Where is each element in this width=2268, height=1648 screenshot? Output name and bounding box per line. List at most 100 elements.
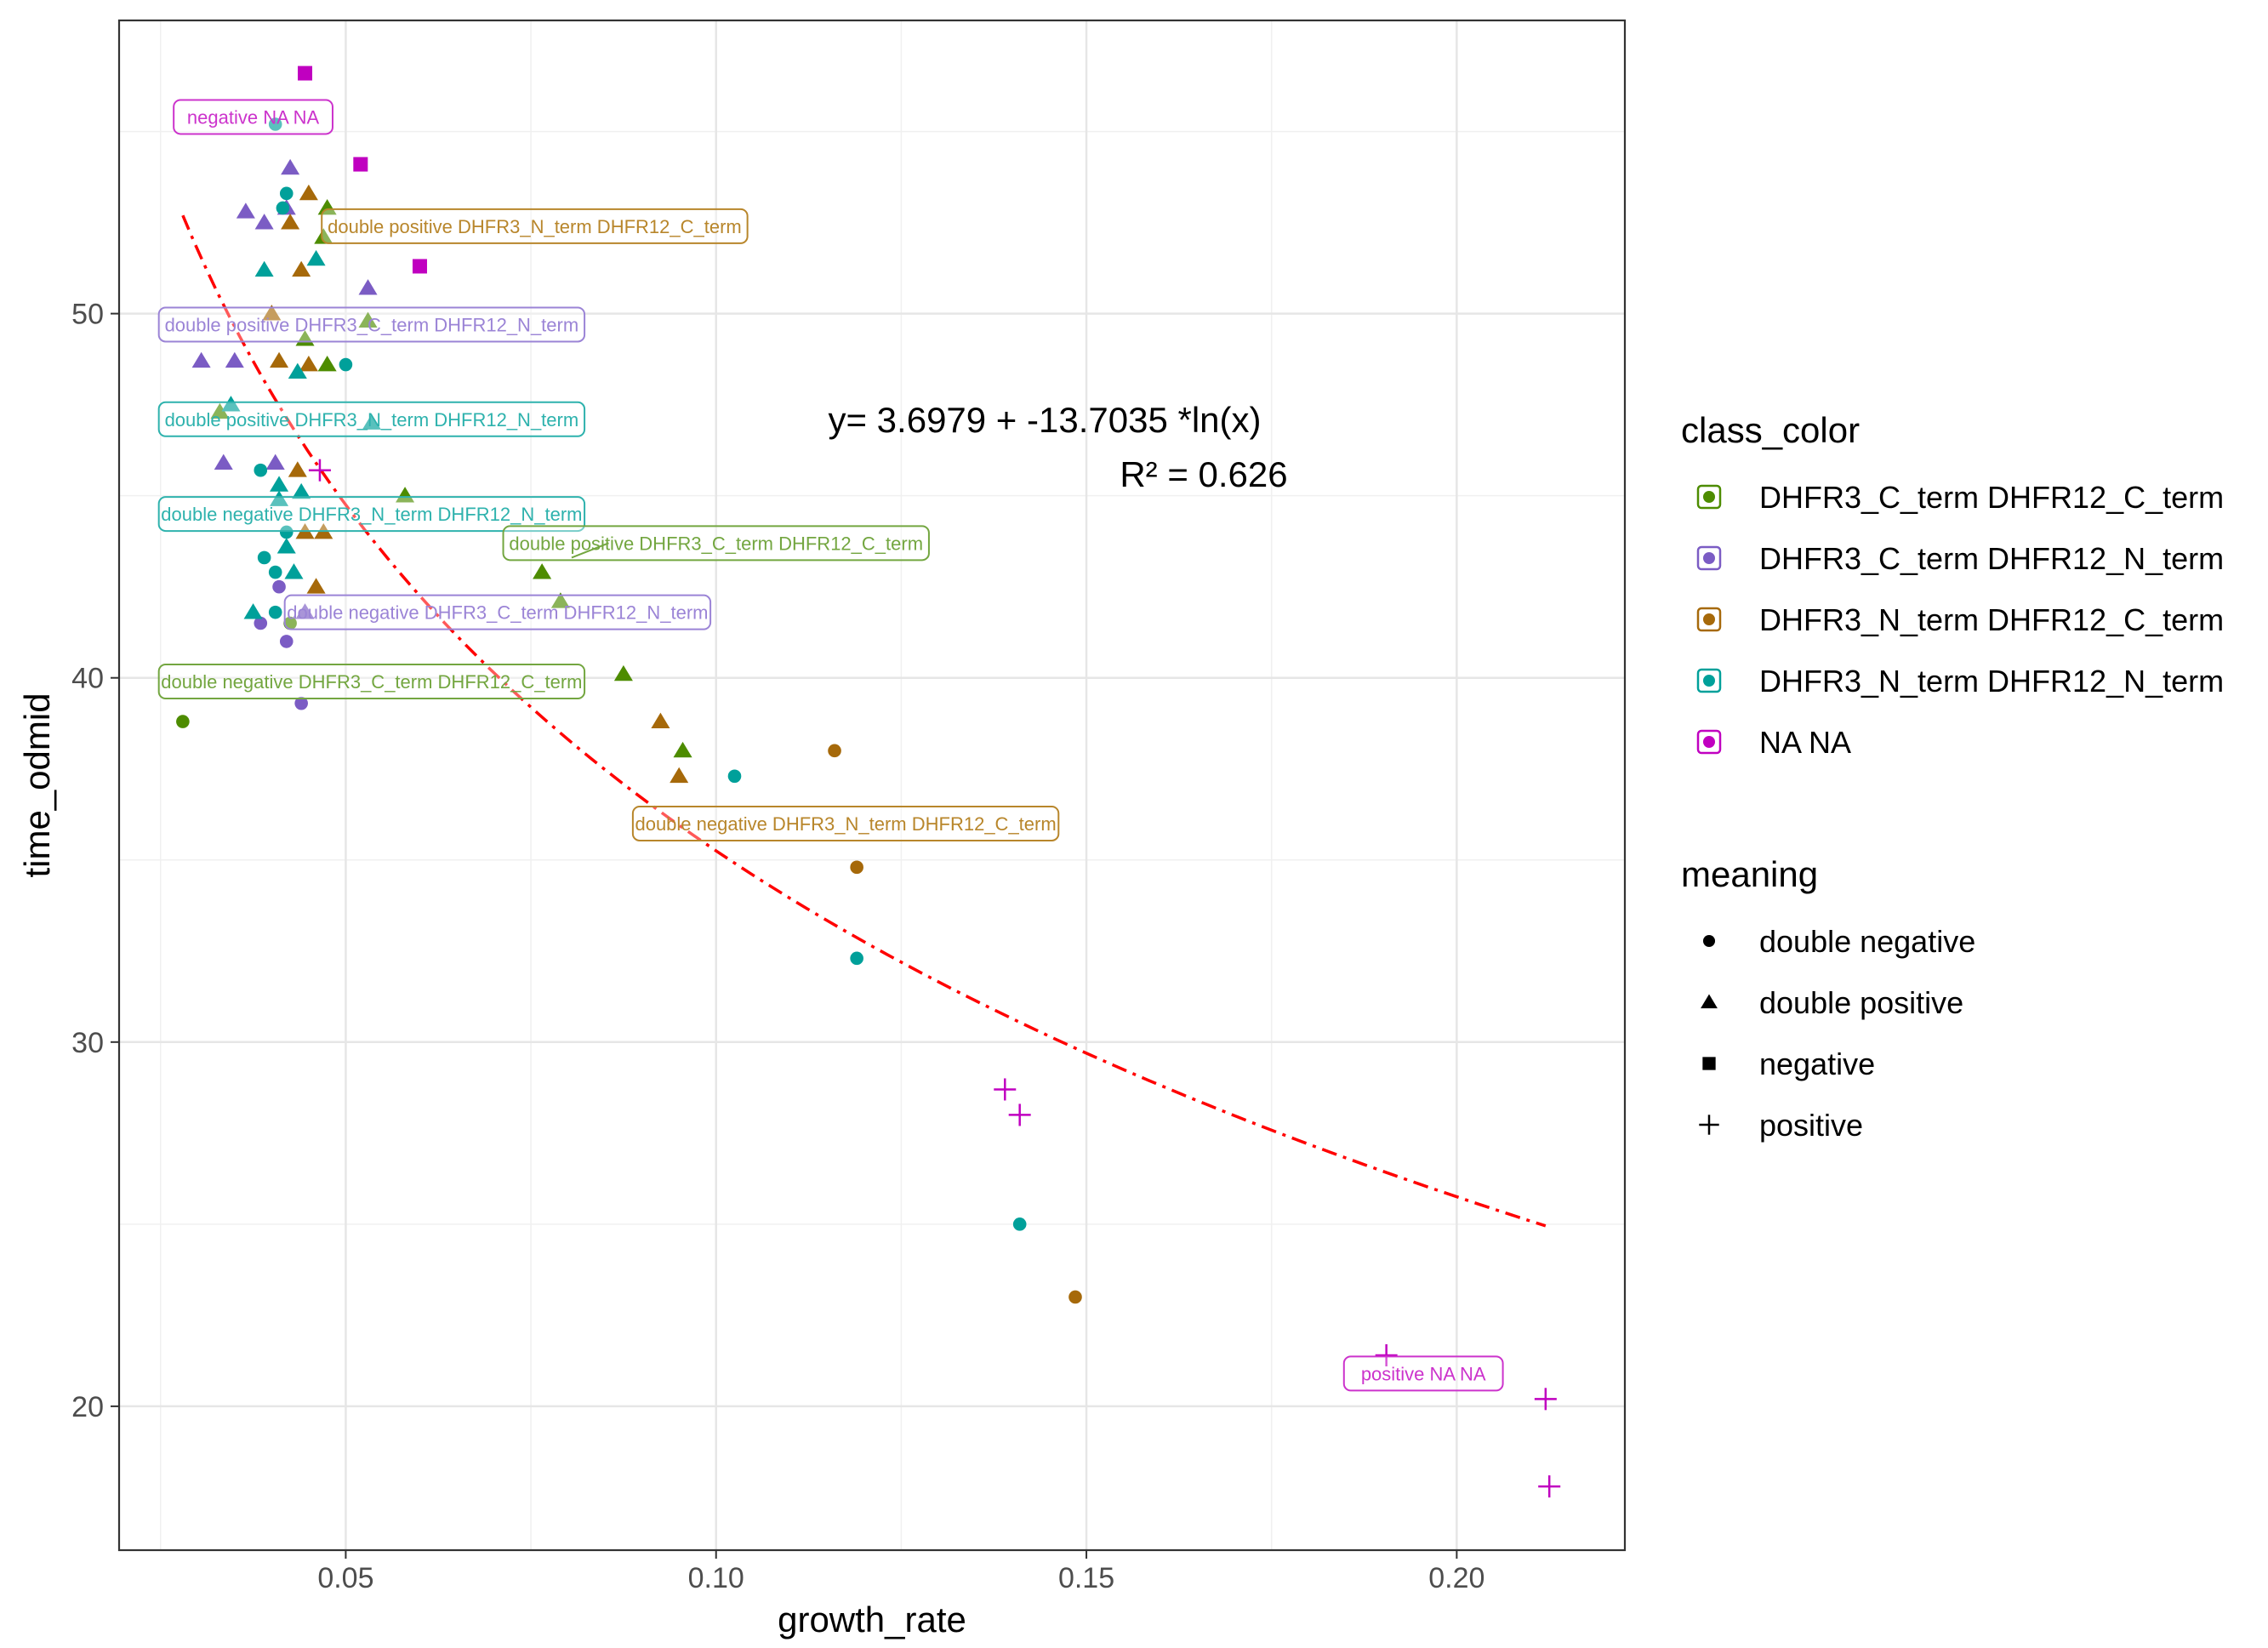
data-point-circle [268, 565, 282, 579]
data-point-square [412, 259, 427, 274]
fit-curve-path [181, 214, 1547, 1228]
point-label-text: double negative DHFR3_N_term DHFR12_C_te… [635, 813, 1056, 835]
data-point-triangle [281, 214, 300, 230]
fit-r-squared: R² = 0.626 [1120, 454, 1287, 494]
data-point-circle [279, 525, 293, 539]
point-label-box [321, 208, 749, 244]
y-axis-ticks: 20 30 40 50 [71, 299, 119, 1423]
legend-item-label: DHFR3_C_term DHFR12_C_term [1759, 480, 2224, 515]
data-point-circle [727, 769, 742, 784]
x-tick-label: 0.15 [1058, 1562, 1114, 1594]
point-label-box [1342, 1355, 1504, 1392]
legend-item: DHFR3_C_term DHFR12_N_term [1696, 541, 2224, 576]
data-point-circle [339, 357, 353, 372]
data-point-triangle [288, 461, 307, 477]
legend-key-swatch [1703, 613, 1715, 625]
data-point-square [298, 66, 313, 81]
legend-item: DHFR3_N_term DHFR12_N_term [1696, 664, 2224, 699]
point-label: double negative DHFR3_N_term DHFR12_N_te… [157, 496, 586, 533]
label-leader-line [571, 542, 609, 559]
data-point-triangle [270, 351, 289, 368]
point-label-text: double positive DHFR3_N_term DHFR12_C_te… [328, 216, 742, 237]
data-point-triangle [306, 249, 326, 266]
data-point-circle [276, 201, 290, 215]
data-point-circle [1012, 1217, 1027, 1231]
data-point-plus [994, 1078, 1017, 1101]
point-label: double negative DHFR3_N_term DHFR12_C_te… [631, 805, 1060, 841]
data-point-triangle [673, 741, 692, 758]
point-label-text: positive NA NA [1361, 1363, 1486, 1384]
legend-key-square [1702, 1057, 1716, 1070]
legend-item: NA NA [1696, 725, 1851, 760]
legend-key-triangle [1701, 994, 1718, 1009]
legend-item: DHFR3_C_term DHFR12_C_term [1696, 480, 2224, 515]
y-tick-label: 20 [71, 1391, 104, 1423]
data-point-triangle [262, 305, 282, 321]
point-label-text: double positive DHFR3_C_term DHFR12_C_te… [509, 533, 923, 554]
point-label-box [173, 99, 333, 135]
x-axis-ticks: 0.05 0.10 0.15 0.20 [317, 1550, 1484, 1594]
point-label-text: double negative DHFR3_C_term DHFR12_C_te… [161, 671, 582, 693]
data-point-circle [850, 860, 863, 875]
data-points [176, 66, 1561, 1498]
legend-item-label: positive [1759, 1108, 1863, 1143]
data-point-triangle [243, 603, 263, 619]
data-point-plus [1534, 1388, 1557, 1411]
data-point-triangle [396, 487, 415, 503]
panel-border [117, 19, 1627, 1552]
point-label: negative NA NA [173, 99, 333, 135]
point-label: double positive DHFR3_C_term DHFR12_C_te… [502, 525, 930, 562]
legend-item-label: DHFR3_N_term DHFR12_C_term [1759, 602, 2224, 637]
data-point-triangle [299, 356, 318, 372]
data-point-triangle [362, 413, 381, 430]
data-point-triangle [210, 402, 230, 419]
data-point-plus [1375, 1343, 1398, 1366]
legend-meaning: meaning double negative double positive neg… [1681, 854, 1975, 1143]
fit-equation: y= 3.6979 + -13.7035 *ln(x) [828, 400, 1261, 440]
data-point-triangle [292, 260, 311, 277]
data-point-circle [254, 463, 268, 477]
y-axis-title: time_odmid [17, 693, 57, 877]
point-label-box [157, 663, 586, 699]
legend-item: double positive [1701, 985, 1963, 1020]
legend-item-label: double positive [1759, 985, 1963, 1020]
data-point-triangle [533, 563, 552, 579]
data-point-triangle [295, 603, 315, 619]
data-point-triangle [225, 351, 244, 368]
point-labels: negative NA NA double positive DHFR3_N_te… [157, 99, 1504, 1392]
data-point-triangle [670, 767, 689, 784]
x-tick-label: 0.20 [1428, 1562, 1484, 1594]
data-point-triangle [221, 396, 241, 412]
legend-key-swatch [1703, 736, 1715, 748]
data-point-circle [268, 605, 282, 619]
data-point-triangle [191, 351, 211, 368]
data-point-circle [1068, 1290, 1082, 1304]
point-label-box [157, 306, 586, 343]
data-point-circle [279, 186, 293, 201]
data-point-plus [308, 459, 331, 482]
point-label-box [157, 496, 586, 533]
legend-item: negative [1702, 1046, 1875, 1081]
data-point-triangle [288, 362, 307, 379]
data-point-triangle [306, 578, 326, 594]
legend-key-circle [1702, 934, 1716, 948]
data-point-triangle [651, 712, 670, 728]
point-label-box [631, 805, 1060, 841]
data-point-circle [257, 550, 271, 565]
point-label: positive NA NA [1342, 1355, 1504, 1392]
data-point-circle [828, 744, 841, 758]
x-axis-title: growth_rate [778, 1600, 966, 1639]
legend-title: class_color [1681, 410, 1860, 450]
legend-item-label: NA NA [1759, 725, 1851, 760]
data-point-circle [176, 715, 190, 728]
x-tick-label: 0.10 [688, 1562, 744, 1594]
legend-item-label: double negative [1759, 924, 1975, 959]
point-label-text: negative NA NA [187, 106, 320, 128]
data-point-triangle [214, 453, 233, 470]
legend-key-swatch [1703, 675, 1715, 687]
data-point-triangle [358, 311, 378, 328]
data-point-square [353, 157, 368, 172]
y-tick-label: 40 [71, 663, 104, 695]
point-label: double negative DHFR3_C_term DHFR12_N_te… [283, 594, 712, 630]
